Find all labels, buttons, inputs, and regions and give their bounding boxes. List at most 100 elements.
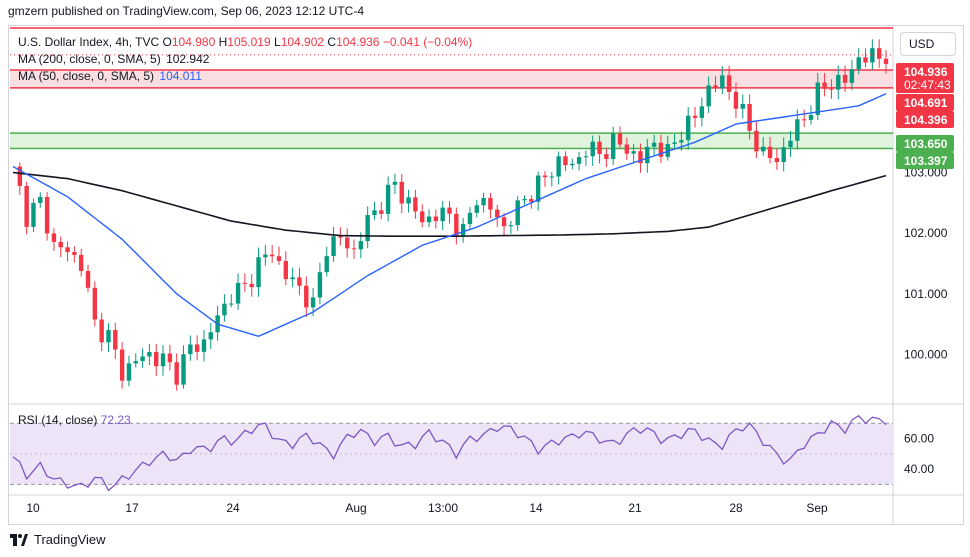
ma200-label: MA (200, close, 0, SMA, 5) <box>18 52 161 66</box>
candle-body <box>590 141 595 157</box>
low-value: 104.902 <box>280 35 325 49</box>
candle-body <box>842 74 848 83</box>
candle-body <box>542 175 548 178</box>
rsi-line <box>12 414 887 492</box>
candle-body <box>870 48 875 63</box>
price-tick-label: 103.000 <box>904 166 948 180</box>
main-series-legend[interactable]: U.S. Dollar Index, 4h, TVC O104.980 H105… <box>18 35 472 49</box>
time-tick-label: 10 <box>26 501 40 515</box>
candle-body <box>51 233 57 242</box>
candle-body <box>699 106 705 118</box>
candle-body <box>181 354 186 385</box>
open-value: 104.980 <box>171 35 216 49</box>
candle-body <box>501 217 507 227</box>
candle-body <box>174 362 179 385</box>
high-value: 105.019 <box>227 35 271 49</box>
candle-body <box>549 176 555 178</box>
candle-body <box>208 332 213 340</box>
rsi-tick-label: 40.00 <box>904 462 934 476</box>
rsi-label: RSI (14, close) <box>18 413 98 427</box>
tradingview-logo-icon <box>10 533 28 546</box>
resistance-price-label-bg <box>896 94 954 111</box>
candle-body <box>331 236 336 257</box>
candle-body <box>617 133 623 145</box>
candle-body <box>679 140 684 143</box>
candle-body <box>522 199 527 201</box>
candle-body <box>801 119 807 121</box>
candle-body <box>140 356 145 362</box>
candle-body <box>413 197 418 212</box>
support-price-label-bg <box>896 135 954 152</box>
candle-body <box>515 200 520 226</box>
candle-body <box>147 352 152 357</box>
candle-body <box>474 205 479 213</box>
candle-body <box>379 210 384 214</box>
publisher-line: gmzern published on TradingView.com, Sep… <box>8 4 364 18</box>
candle-body <box>263 254 268 258</box>
candle-body <box>24 185 29 227</box>
candle-body <box>535 175 541 202</box>
candle-body <box>133 361 138 364</box>
candle-body <box>160 353 166 367</box>
candle-body <box>188 344 193 355</box>
candle-body <box>576 157 582 164</box>
candle-body <box>447 207 452 214</box>
candle-body <box>372 210 377 216</box>
candle-body <box>269 254 275 257</box>
candle-body <box>754 130 759 152</box>
candle-body <box>597 141 602 155</box>
currency-button[interactable]: USD <box>900 32 956 56</box>
candle-body <box>276 256 282 261</box>
candle-body <box>317 272 323 298</box>
candle-body <box>631 151 636 154</box>
candle-body <box>454 213 459 236</box>
time-tick-label: 28 <box>729 501 743 515</box>
candle-body <box>781 147 786 163</box>
candle-body <box>242 282 248 284</box>
candle-body <box>426 216 432 223</box>
candle-body <box>229 303 234 305</box>
candle-body <box>815 82 820 115</box>
candle-body <box>256 257 261 288</box>
footer: TradingView <box>10 532 106 547</box>
rsi-value: 72.23 <box>100 413 131 427</box>
candle-body <box>747 103 752 131</box>
resistance-zone <box>10 69 893 88</box>
candle-body <box>385 184 391 214</box>
candle-body <box>399 181 404 204</box>
high-label: H <box>218 35 228 49</box>
candle-body <box>201 339 207 352</box>
candle-body <box>829 88 834 90</box>
ma50-legend[interactable]: MA (50, close, 0, SMA, 5) 104.011 <box>18 69 202 83</box>
candle-body <box>79 254 84 272</box>
low-label: L <box>274 35 281 49</box>
candle-body <box>113 330 118 350</box>
candle-body <box>304 285 309 308</box>
time-tick-label: 21 <box>628 501 642 515</box>
ma200-legend[interactable]: MA (200, close, 0, SMA, 5) 102.942 <box>18 52 209 66</box>
candle-body <box>556 156 561 177</box>
candle-body <box>624 144 630 154</box>
ma50-line <box>12 93 887 338</box>
candle-body <box>863 57 868 63</box>
last-price-label: 104.936 <box>904 65 948 79</box>
candle-body <box>31 202 36 227</box>
candle-body <box>856 57 861 70</box>
candle-body <box>433 216 439 222</box>
rsi-legend[interactable]: RSI (14, close) 72.23 <box>18 413 131 427</box>
candle-body <box>583 156 589 158</box>
close-value: 104.936 <box>336 35 380 49</box>
ma50-value: 104.011 <box>159 69 202 83</box>
candle-body <box>358 241 364 250</box>
candle-body <box>44 197 50 234</box>
candle-body <box>290 277 295 280</box>
candle-body <box>65 247 70 253</box>
candle-body <box>713 85 718 89</box>
candle-body <box>658 142 664 157</box>
candle-body <box>720 75 725 89</box>
candle-body <box>488 197 493 210</box>
candle-body <box>761 146 766 152</box>
chart-frame[interactable] <box>8 25 964 525</box>
footer-brand: TradingView <box>34 532 106 547</box>
